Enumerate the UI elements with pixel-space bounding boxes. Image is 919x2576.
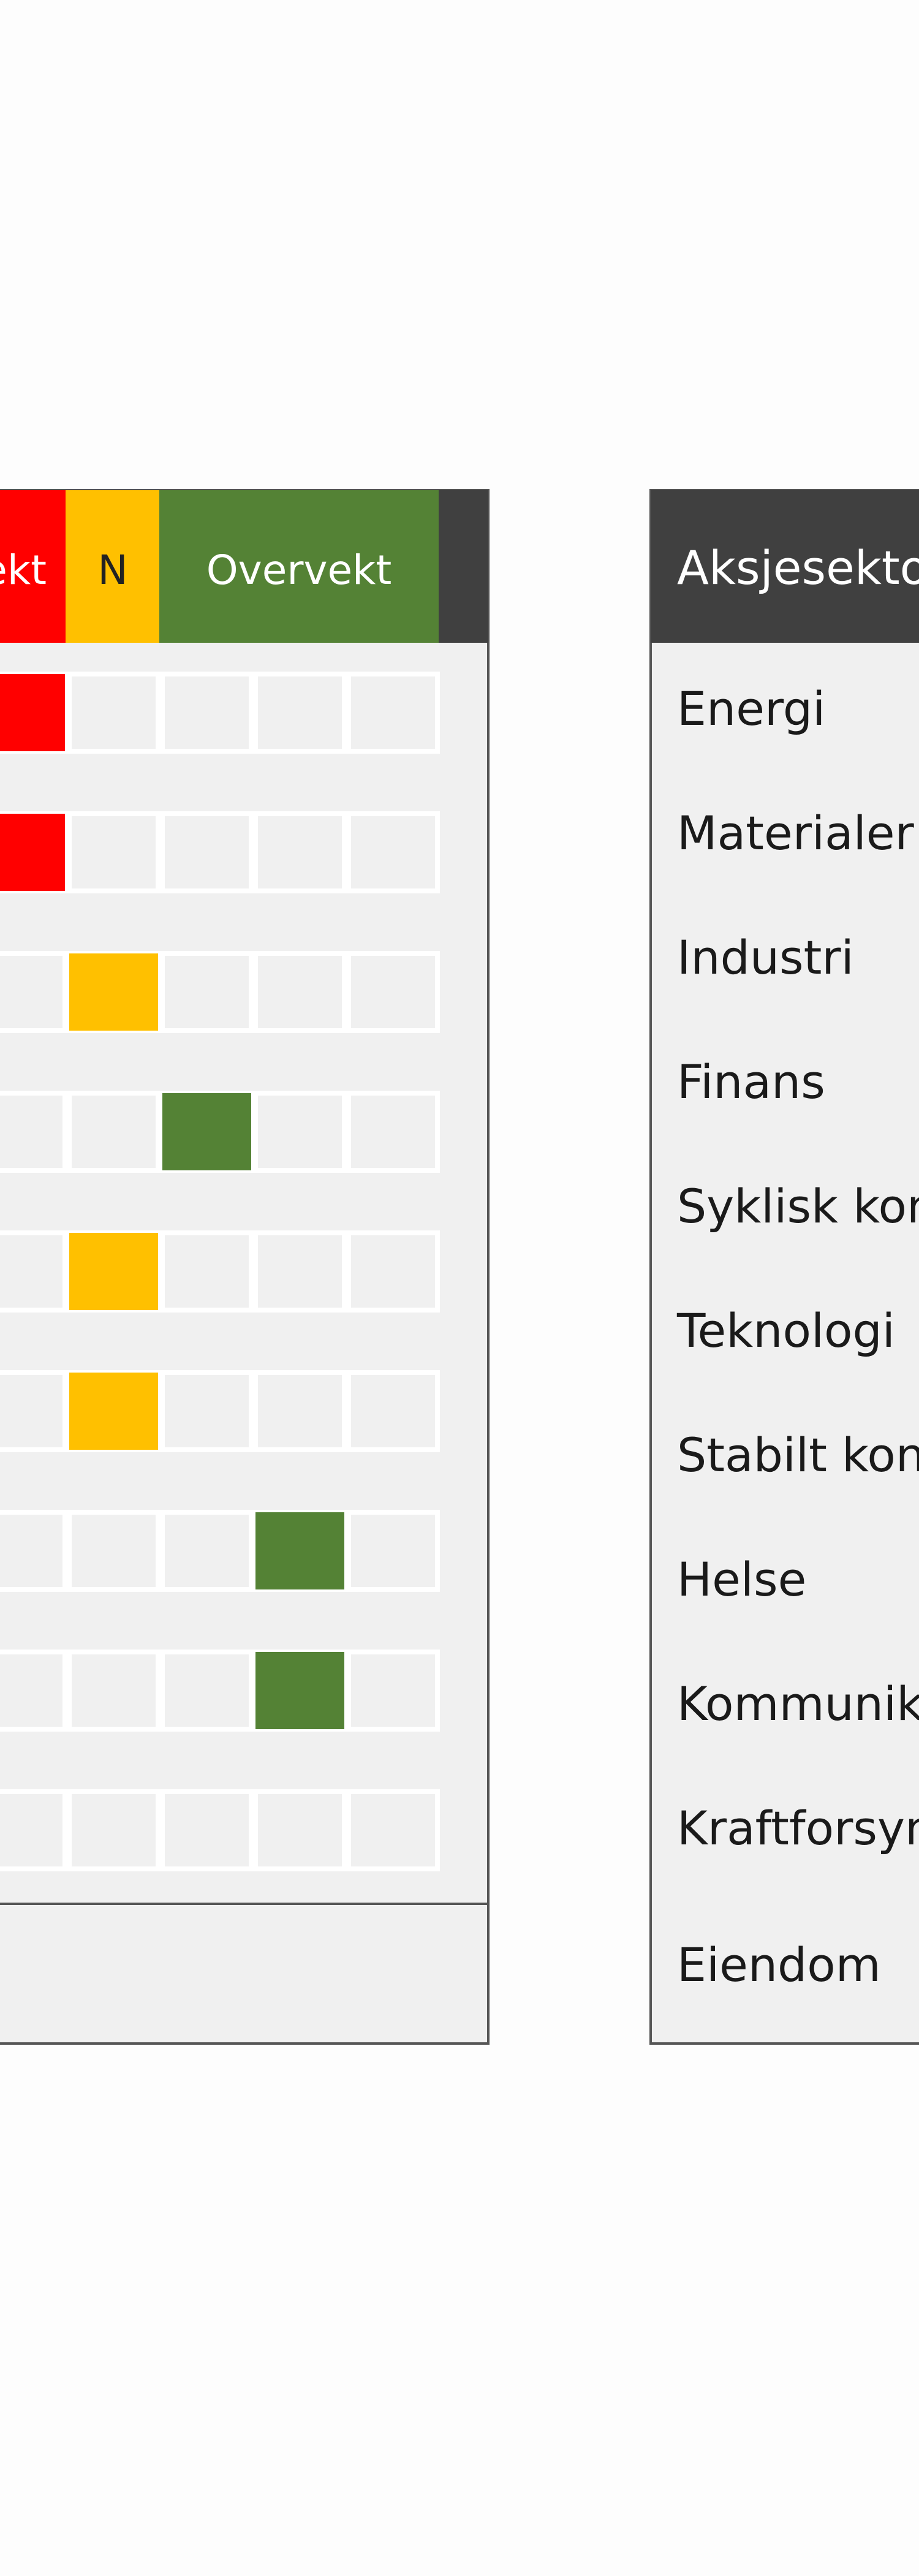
sector-label: Teknologi <box>676 1303 895 1358</box>
allocation-grid <box>0 672 440 1871</box>
grid-cell <box>67 1091 161 1173</box>
sector-label: Energi <box>677 681 825 736</box>
grid-cell <box>346 672 440 754</box>
rating-mark <box>162 1093 251 1170</box>
rating-mark <box>0 814 65 891</box>
neutral-header <box>66 490 159 643</box>
sector-list: Energi Materialer Industri Finans Syklisk ko… <box>676 681 919 1992</box>
grid-cell <box>67 672 161 754</box>
grid-cell <box>0 1230 67 1313</box>
grid-cell <box>0 1370 67 1452</box>
grid-cell <box>346 1370 440 1452</box>
sector-panel <box>649 489 919 2045</box>
grid-cell <box>253 1370 347 1452</box>
rating-mark <box>255 1512 344 1589</box>
grid-cell <box>160 1510 254 1592</box>
grid-cell <box>160 1230 254 1313</box>
grid-cell <box>346 1091 440 1173</box>
sector-label: Helse <box>677 1552 806 1607</box>
grid-cell <box>346 811 440 893</box>
grid-cell <box>253 951 347 1033</box>
grid-cell <box>0 1091 67 1173</box>
grid-cell <box>346 951 440 1033</box>
grid-cell <box>67 1789 161 1871</box>
grid-cell <box>160 1650 254 1732</box>
grid-cell <box>346 1230 440 1313</box>
sector-label: Kommunikasjon <box>677 1676 919 1731</box>
grid-cell <box>0 1650 67 1732</box>
grid-cell <box>160 1789 254 1871</box>
grid-cell <box>67 1510 161 1592</box>
grid-cell <box>0 1510 67 1592</box>
grid-cell <box>253 672 347 754</box>
grid-cell <box>0 1789 67 1871</box>
grid-cell <box>253 1230 347 1313</box>
sector-label: Industri <box>677 930 854 985</box>
underweight-header <box>0 490 66 643</box>
sector-label: Eiendom <box>677 1938 881 1992</box>
sector-label: Kraftforsyning <box>677 1801 919 1855</box>
rating-mark <box>69 1233 158 1310</box>
grid-cell <box>0 951 67 1033</box>
grid-cell <box>346 1650 440 1732</box>
grid-cell <box>160 951 254 1033</box>
sector-label: Materialer <box>677 806 915 860</box>
grid-cell <box>160 1370 254 1452</box>
sector-header-bg <box>651 490 919 643</box>
rating-mark <box>69 953 158 1031</box>
overweight-label: Overvekt <box>206 547 392 594</box>
grid-cell <box>253 1789 347 1871</box>
grid-cell <box>346 1510 440 1592</box>
rating-mark <box>0 674 65 751</box>
grid-cell <box>160 672 254 754</box>
sector-label: Syklisk konsum <box>677 1179 919 1233</box>
sector-label: Finans <box>677 1055 825 1109</box>
neutral-label: N <box>97 547 127 594</box>
sector-label: Stabilt konsum <box>677 1428 919 1482</box>
grid-cell <box>67 811 161 893</box>
sector-header: Aksjesektor <box>677 540 919 595</box>
overweight-header <box>159 490 439 643</box>
rating-mark <box>255 1652 344 1729</box>
grid-cell <box>67 1650 161 1732</box>
underweight-label: Undervekt <box>0 547 47 594</box>
grid-cell <box>253 1091 347 1173</box>
grid-cell <box>253 811 347 893</box>
grid-cell <box>346 1789 440 1871</box>
rating-mark <box>69 1373 158 1450</box>
grid-cell <box>160 811 254 893</box>
